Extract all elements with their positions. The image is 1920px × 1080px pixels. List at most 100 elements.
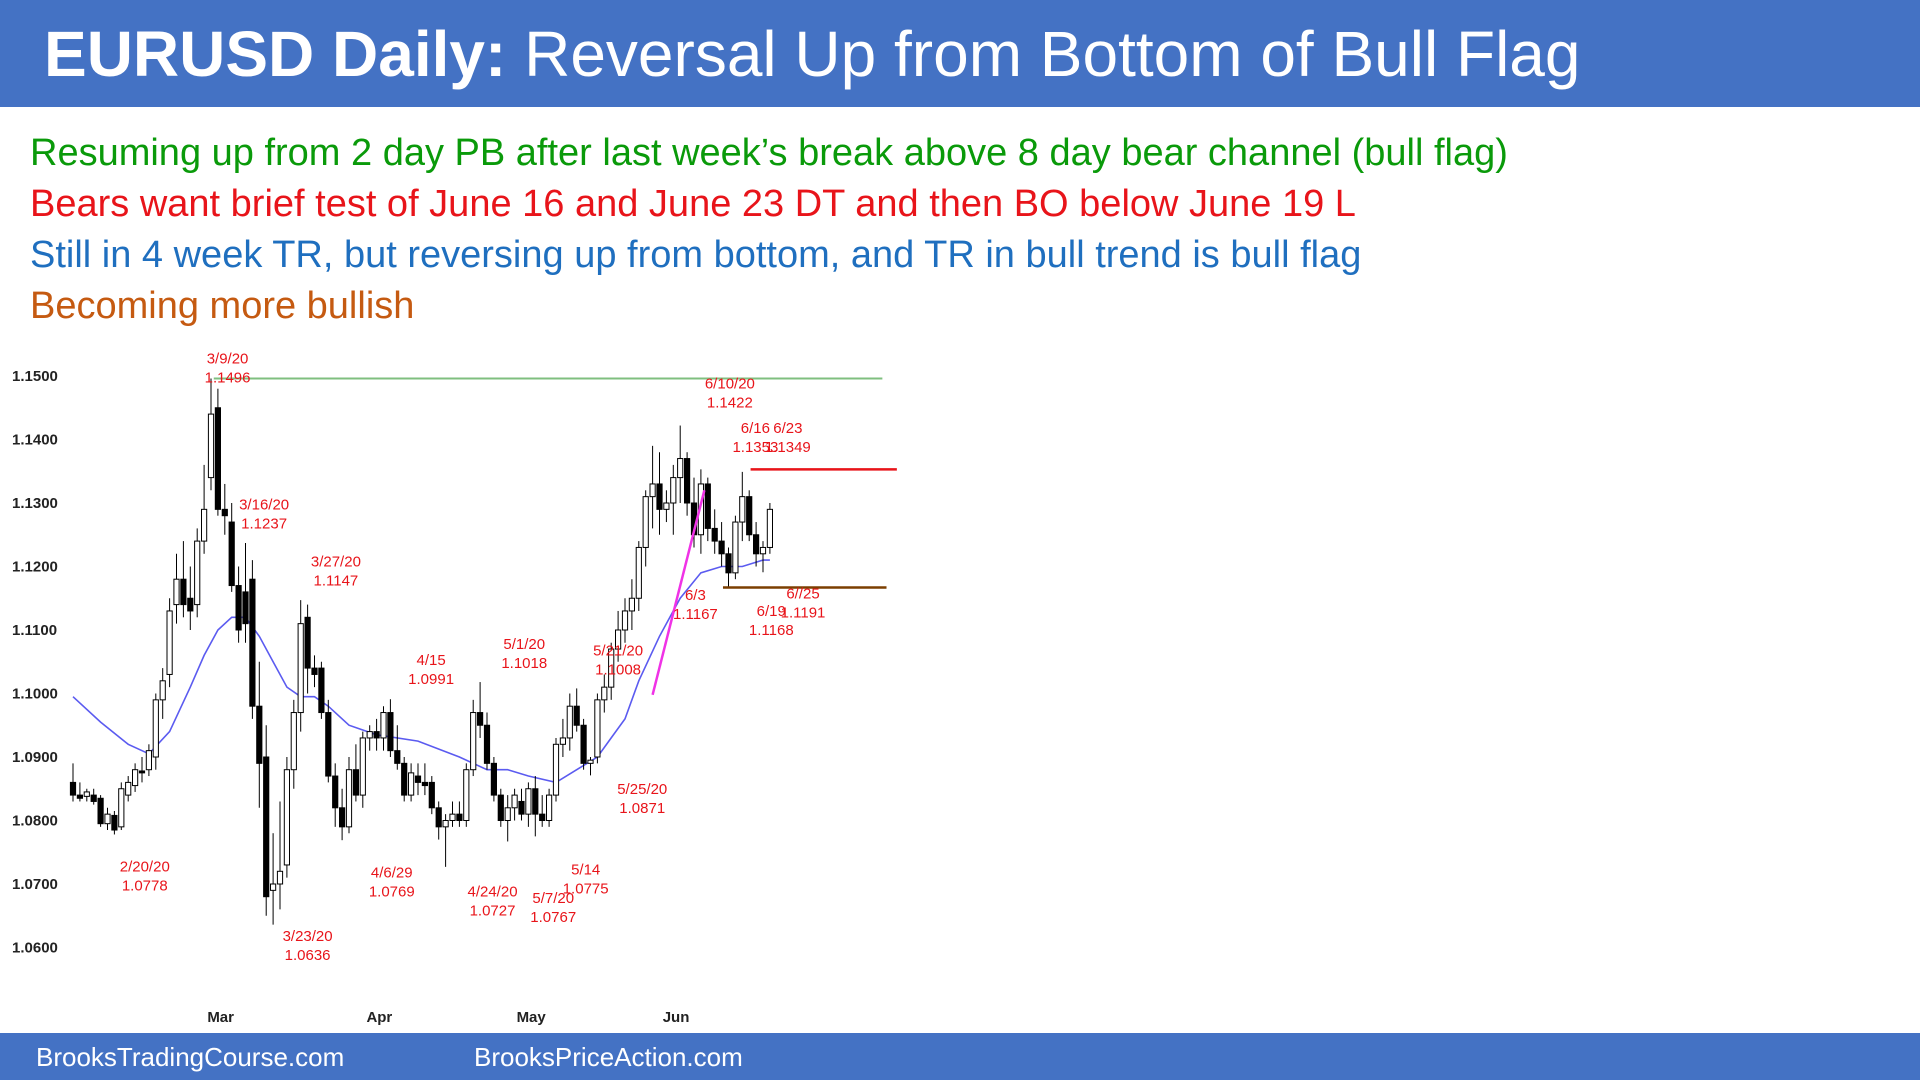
candle-body xyxy=(732,521,739,574)
candle-body xyxy=(594,699,601,758)
price-annotation: 6/19 xyxy=(757,603,786,620)
price-annotation: 6/16 xyxy=(741,420,770,437)
candle-body xyxy=(704,483,711,529)
x-month-label: Mar xyxy=(207,1009,234,1026)
candle-body xyxy=(525,788,532,815)
candle-body xyxy=(283,769,290,866)
candle-body xyxy=(518,800,525,815)
candle-body xyxy=(435,807,442,828)
price-annotation: 1.1191 xyxy=(781,604,826,621)
y-tick-label: 1.1500 xyxy=(12,368,58,385)
candle-body xyxy=(118,788,125,828)
price-annotation: 6/10/20 xyxy=(705,376,755,393)
candle-body xyxy=(132,769,139,787)
price-annotation: 5/1/20 xyxy=(503,636,545,653)
candle-body xyxy=(359,737,366,796)
price-annotation: 1.0767 xyxy=(530,909,576,926)
y-tick-label: 1.1400 xyxy=(12,432,58,449)
price-annotation: 1.1422 xyxy=(707,395,753,412)
candle-body xyxy=(111,814,118,831)
price-annotation: 3/27/20 xyxy=(311,554,361,571)
candle-body xyxy=(235,585,242,631)
notes: Resuming up from 2 day PB after last wee… xyxy=(30,128,1508,332)
candle-body xyxy=(670,477,677,504)
candle-body xyxy=(318,667,325,714)
candle-body xyxy=(725,553,732,574)
candle-body xyxy=(490,762,497,796)
candle-body xyxy=(345,769,353,828)
candle-body xyxy=(228,521,235,587)
note-bears: Bears want brief test of June 16 and Jun… xyxy=(30,183,1356,225)
price-annotation: 1.1237 xyxy=(241,515,287,532)
price-annotation: 1.1008 xyxy=(595,661,641,678)
candle-body xyxy=(366,731,373,739)
price-annotation: 6/3 xyxy=(685,587,706,604)
candle-body xyxy=(442,820,449,828)
candle-body xyxy=(580,724,587,764)
candle-body xyxy=(463,769,470,822)
candle-body xyxy=(194,540,201,606)
price-annotation: 5/7/20 xyxy=(532,890,574,907)
y-tick-label: 1.1200 xyxy=(12,559,58,576)
price-chart: 1.0600 1.0700 1.0800 1.0900 1.1000 1.1100 1.12… xyxy=(12,350,897,1026)
candle-body xyxy=(69,781,77,796)
candle-body xyxy=(711,527,718,542)
candle-body xyxy=(635,546,642,599)
candle-body xyxy=(421,781,428,787)
footer-site-left[interactable]: BrooksTradingCourse.com xyxy=(36,1042,345,1072)
candle-body xyxy=(138,770,146,774)
x-month-label: Apr xyxy=(366,1009,392,1026)
y-tick-label: 1.0800 xyxy=(12,813,58,830)
candle-body xyxy=(766,508,773,548)
y-tick-label: 1.0900 xyxy=(12,749,58,766)
candle-body xyxy=(125,781,132,796)
candle-body xyxy=(394,750,401,764)
footer-site-right[interactable]: BrooksPriceAction.com xyxy=(474,1042,743,1072)
price-annotation: 1.1349 xyxy=(765,439,811,456)
candle-body xyxy=(677,458,684,479)
candle-body xyxy=(90,794,97,802)
candle-body xyxy=(76,794,84,799)
candle-body xyxy=(449,813,456,822)
candle-body xyxy=(325,712,332,777)
candle-body xyxy=(649,483,656,498)
note-trading-range: Still in 4 week TR, but reversing up fro… xyxy=(30,234,1362,276)
candle-body xyxy=(297,623,304,714)
price-annotation: 3/9/20 xyxy=(207,350,249,367)
y-tick-label: 1.1300 xyxy=(12,495,58,512)
candle-body xyxy=(242,591,249,625)
price-annotation: 4/6/29 xyxy=(371,865,413,882)
candle-body xyxy=(546,794,553,821)
candle-body xyxy=(180,578,187,606)
y-tick-label: 1.1100 xyxy=(12,622,57,639)
price-annotation: 1.0991 xyxy=(408,671,454,688)
page-title: EURUSD Daily: Reversal Up from Bottom of… xyxy=(44,17,1580,91)
candle-body xyxy=(97,797,104,825)
candle-body xyxy=(739,496,746,523)
candle-body xyxy=(187,597,194,612)
candle-body xyxy=(104,813,111,825)
candle-body xyxy=(201,508,208,542)
y-tick-label: 1.0600 xyxy=(12,940,58,957)
candle-body xyxy=(539,813,546,822)
price-annotation: 6//25 xyxy=(786,585,819,602)
candle-body xyxy=(401,762,408,796)
candle-body xyxy=(270,883,277,891)
candle-body xyxy=(290,712,297,771)
candle-body xyxy=(587,759,594,764)
note-bullish-resumption: Resuming up from 2 day PB after last wee… xyxy=(30,132,1508,174)
price-annotation: 1.0727 xyxy=(470,903,516,920)
price-annotation: 4/15 xyxy=(417,652,446,669)
footer-bar: BrooksTradingCourse.com BrooksPriceActio… xyxy=(0,1033,1920,1080)
price-annotation: 1.0778 xyxy=(122,877,168,894)
price-annotation: 1.1018 xyxy=(501,655,547,672)
price-annotation: 1.1167 xyxy=(673,606,718,623)
candle-body xyxy=(207,413,215,479)
candle-body xyxy=(408,772,415,796)
note-conclusion: Becoming more bullish xyxy=(30,285,415,327)
price-annotation: 4/24/20 xyxy=(467,884,517,901)
candle-body xyxy=(166,610,173,675)
price-annotation: 1.1168 xyxy=(749,622,794,639)
candle-body xyxy=(504,807,511,821)
candle-body xyxy=(263,756,270,898)
